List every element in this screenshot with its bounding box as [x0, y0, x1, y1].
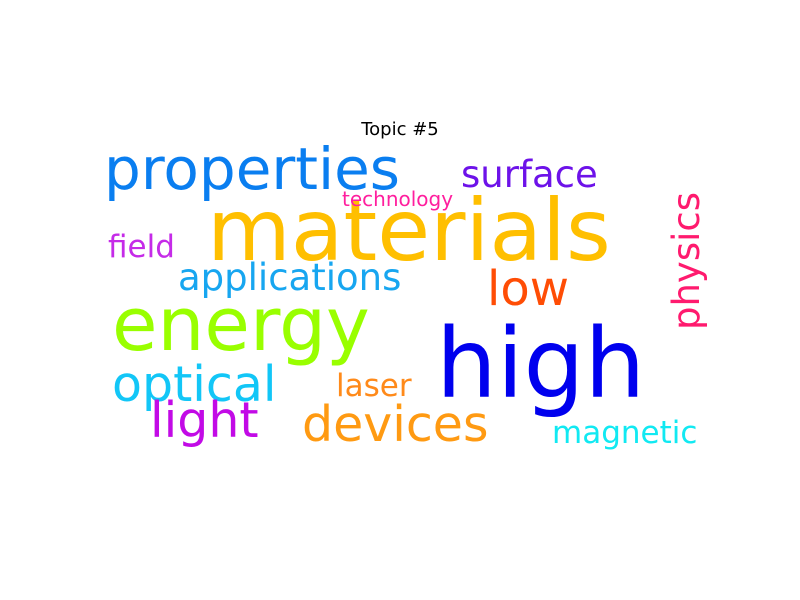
- wordcloud-title: Topic #5: [361, 119, 439, 140]
- word-optical: optical: [112, 356, 277, 413]
- word-field: field: [108, 229, 175, 265]
- word-materials: materials: [207, 181, 611, 281]
- word-light: light: [150, 392, 259, 449]
- word-applications: applications: [178, 256, 402, 299]
- word-high: high: [436, 308, 646, 420]
- word-surface: surface: [461, 153, 598, 196]
- word-physics: physics: [665, 191, 708, 330]
- word-low: low: [487, 261, 569, 317]
- word-magnetic: magnetic: [552, 415, 698, 451]
- word-devices: devices: [302, 396, 489, 453]
- word-technology: technology: [342, 187, 454, 211]
- word-laser: laser: [336, 368, 412, 404]
- word-properties: properties: [104, 135, 400, 203]
- word-energy: energy: [112, 282, 370, 368]
